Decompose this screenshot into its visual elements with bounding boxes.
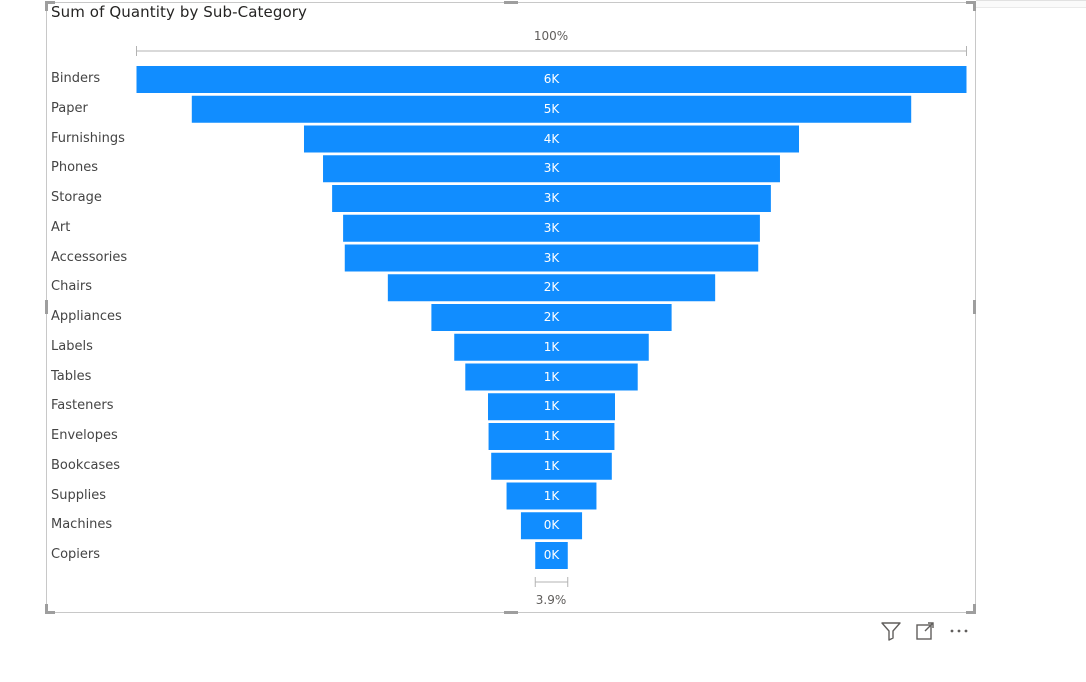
bar-data-label: 3K	[543, 220, 560, 235]
bar-data-label: 5K	[543, 101, 560, 116]
bar-data-label: 1K	[543, 458, 560, 473]
category-label: Binders	[51, 71, 101, 86]
bar-data-label: 2K	[543, 310, 560, 324]
bar-data-label: 2K	[543, 280, 560, 295]
visual-header-icons	[880, 620, 970, 642]
bar-data-label: 3K	[543, 191, 560, 205]
category-label: Machines	[51, 517, 113, 533]
resize-handle-middle-right[interactable]	[973, 300, 976, 314]
resize-handle-bottom-center[interactable]	[504, 611, 518, 614]
category-label: Supplies	[51, 487, 106, 503]
bar-data-label: 1K	[543, 369, 560, 384]
funnel-visual-container[interactable]	[46, 2, 976, 613]
top-border	[976, 0, 1086, 8]
category-label: Furnishings	[51, 130, 125, 146]
category-label: Labels	[51, 338, 93, 354]
bar-data-label: 3K	[543, 161, 560, 176]
category-label: Chairs	[51, 279, 93, 295]
bar-data-label: 1K	[543, 399, 560, 414]
category-label: Phones	[51, 160, 99, 176]
resize-handle-bottom-right[interactable]	[966, 611, 976, 614]
resize-handle-middle-left[interactable]	[45, 300, 48, 314]
category-label: Copiers	[51, 547, 101, 562]
filter-icon[interactable]	[880, 620, 902, 642]
bar-data-label: 0K	[543, 548, 560, 562]
resize-handle-top-right-v[interactable]	[973, 1, 976, 11]
bar-data-label: 1K	[543, 339, 560, 354]
bar-data-label: 3K	[543, 250, 560, 265]
bar-data-label: 1K	[543, 429, 560, 443]
bar-data-label: 0K	[543, 518, 560, 533]
focus-mode-icon[interactable]	[914, 620, 936, 642]
bar-data-label: 1K	[543, 488, 560, 503]
bar-data-label: 4K	[543, 131, 560, 146]
category-label: Tables	[51, 368, 92, 384]
category-label: Art	[51, 219, 71, 235]
more-options-icon[interactable]	[948, 620, 970, 642]
category-label: Paper	[51, 100, 88, 116]
category-label: Envelopes	[51, 428, 118, 443]
category-label: Storage	[51, 190, 102, 205]
bar-data-label: 6K	[543, 72, 560, 86]
chart-title: Sum of Quantity by Sub-Category	[51, 3, 307, 21]
category-label: Bookcases	[51, 457, 121, 473]
resize-handle-top-center[interactable]	[504, 1, 518, 4]
resize-handle-top-right[interactable]	[966, 1, 976, 4]
resize-handle-top-left-v[interactable]	[45, 1, 48, 11]
resize-handle-bottom-right-v[interactable]	[973, 604, 976, 614]
bottom-percent-label: 3.9%	[535, 593, 567, 607]
category-label: Accessories	[51, 249, 128, 265]
top-percent-label: 100%	[533, 29, 569, 43]
resize-handle-bottom-left[interactable]	[45, 611, 55, 614]
resize-handle-bottom-left-v[interactable]	[45, 604, 48, 614]
category-label: Fasteners	[51, 398, 114, 414]
resize-handle-top-left[interactable]	[45, 1, 55, 4]
category-label: Appliances	[51, 309, 122, 324]
